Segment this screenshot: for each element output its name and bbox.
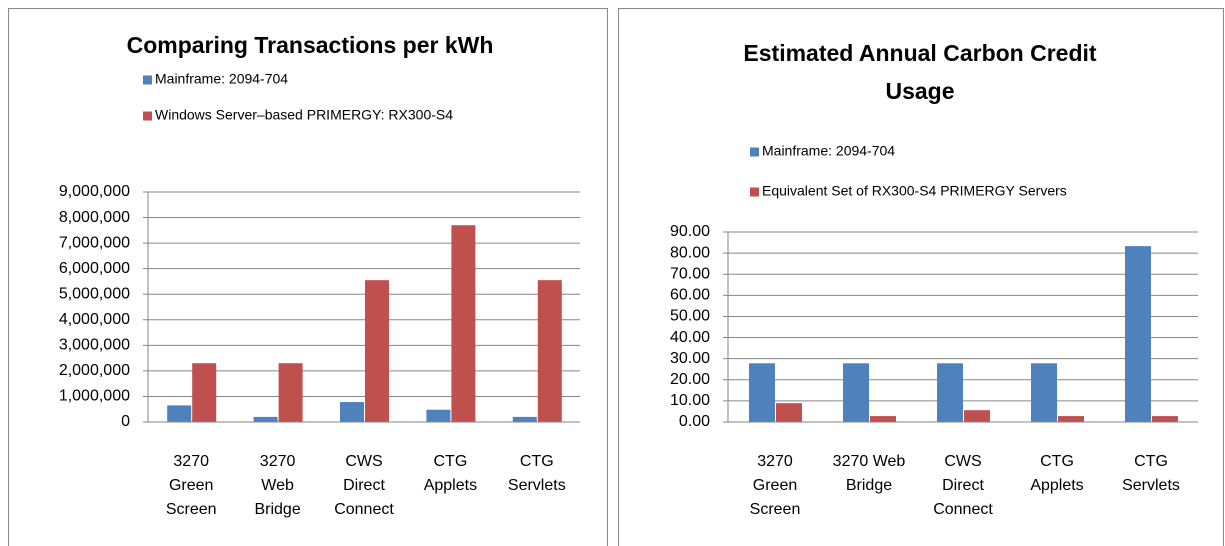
y-tick-label: 3,000,000 bbox=[59, 337, 130, 354]
x-tick-label: CTG bbox=[1040, 453, 1074, 470]
y-tick-label: 50.00 bbox=[670, 308, 710, 325]
y-tick-label: 1,000,000 bbox=[59, 388, 130, 405]
x-tick-label: Servlets bbox=[508, 477, 566, 494]
bar bbox=[451, 225, 476, 422]
x-tick-label: Connect bbox=[933, 501, 993, 518]
legend-label: Mainframe: 2094-704 bbox=[155, 71, 288, 87]
x-tick-label: 3270 bbox=[173, 453, 209, 470]
bar bbox=[776, 403, 802, 422]
legend-swatch bbox=[143, 111, 152, 121]
chart-title: Estimated Annual Carbon Credit bbox=[743, 40, 1096, 66]
x-tick-label: Green bbox=[169, 477, 213, 494]
x-tick-label: Direct bbox=[942, 477, 984, 494]
legend-label: Mainframe: 2094-704 bbox=[762, 143, 895, 159]
bar bbox=[167, 405, 192, 422]
chart-frame bbox=[8, 8, 608, 546]
bar bbox=[365, 280, 389, 422]
legend-label: Windows Server–based PRIMERGY: RX300-S4 bbox=[155, 107, 453, 123]
x-tick-label: Web bbox=[261, 477, 294, 494]
bar bbox=[426, 409, 451, 422]
y-tick-label: 90.00 bbox=[670, 223, 710, 240]
legend-swatch bbox=[143, 75, 152, 85]
bar bbox=[843, 363, 869, 422]
y-tick-label: 10.00 bbox=[670, 392, 710, 409]
x-tick-label: CTG bbox=[1134, 453, 1168, 470]
x-tick-label: Applets bbox=[424, 477, 477, 494]
bar bbox=[512, 416, 537, 422]
y-tick-label: 9,000,000 bbox=[59, 183, 130, 200]
y-tick-label: 6,000,000 bbox=[59, 260, 130, 277]
y-tick-label: 40.00 bbox=[670, 329, 710, 346]
x-tick-label: 3270 bbox=[757, 453, 793, 470]
chart-frame bbox=[618, 8, 1224, 546]
y-tick-label: 0.00 bbox=[679, 413, 710, 430]
y-tick-label: 80.00 bbox=[670, 244, 710, 261]
x-tick-label: CWS bbox=[944, 453, 981, 470]
x-tick-label: Bridge bbox=[254, 501, 300, 518]
x-tick-label: 3270 Web bbox=[833, 453, 906, 470]
chart-title: Comparing Transactions per kWh bbox=[127, 32, 494, 58]
bar bbox=[937, 363, 963, 422]
bar bbox=[1031, 363, 1057, 422]
legend-swatch bbox=[750, 187, 759, 197]
x-tick-label: Green bbox=[753, 477, 797, 494]
x-tick-label: CWS bbox=[345, 453, 382, 470]
x-tick-label: Applets bbox=[1030, 477, 1083, 494]
bar bbox=[192, 363, 217, 422]
bar bbox=[749, 363, 775, 422]
bar bbox=[1058, 416, 1084, 422]
y-tick-label: 4,000,000 bbox=[59, 311, 130, 328]
x-tick-label: Bridge bbox=[846, 477, 892, 494]
y-tick-label: 7,000,000 bbox=[59, 234, 130, 251]
y-tick-label: 60.00 bbox=[670, 287, 710, 304]
x-tick-label: CTG bbox=[520, 453, 554, 470]
legend-swatch bbox=[750, 147, 759, 157]
x-tick-label: Servlets bbox=[1122, 477, 1180, 494]
bar bbox=[964, 410, 990, 422]
y-tick-label: 20.00 bbox=[670, 371, 710, 388]
x-tick-label: Connect bbox=[334, 501, 394, 518]
y-tick-label: 30.00 bbox=[670, 350, 710, 367]
y-tick-label: 70.00 bbox=[670, 265, 710, 282]
y-tick-label: 0 bbox=[121, 413, 130, 430]
chart-title: Usage bbox=[885, 78, 954, 104]
bar bbox=[340, 402, 364, 422]
legend-label: Equivalent Set of RX300-S4 PRIMERGY Serv… bbox=[762, 183, 1067, 199]
x-tick-label: Screen bbox=[750, 501, 801, 518]
bar bbox=[253, 416, 278, 422]
bar bbox=[278, 363, 303, 422]
y-tick-label: 5,000,000 bbox=[59, 285, 130, 302]
y-tick-label: 8,000,000 bbox=[59, 209, 130, 226]
bar bbox=[537, 280, 562, 422]
x-tick-label: Direct bbox=[343, 477, 385, 494]
bar bbox=[870, 416, 896, 422]
y-tick-label: 2,000,000 bbox=[59, 362, 130, 379]
x-tick-label: Screen bbox=[166, 501, 217, 518]
bar bbox=[1152, 416, 1178, 422]
x-tick-label: 3270 bbox=[260, 453, 296, 470]
x-tick-label: CTG bbox=[434, 453, 468, 470]
bar bbox=[1125, 246, 1151, 422]
